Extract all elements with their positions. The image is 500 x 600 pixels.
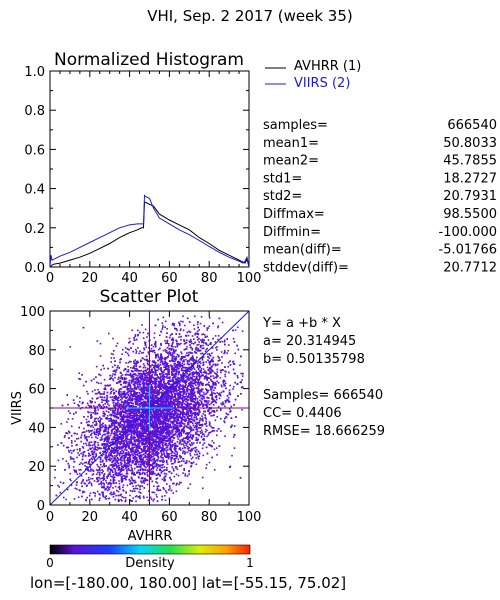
histogram-frame (49, 70, 250, 268)
histogram-stats: samples= 666540 mean1= 50.8033 mean2= 45.7855… (263, 118, 497, 275)
scatter-x-tick-label: 20 (82, 510, 99, 525)
legend-label-avhrr: AVHRR (1) (294, 59, 361, 74)
y-axis-label: VIIRS (10, 391, 25, 425)
scatter-x-tick-label: 60 (161, 510, 178, 525)
hist-series-avhrr (49, 201, 250, 268)
colorbar-min-label: 0 (46, 556, 54, 570)
stat-label: Diffmax= (263, 207, 325, 222)
scatter-y-tick-label: 60 (28, 383, 45, 398)
hist-y-tick-label: 0.6 (24, 143, 45, 158)
scatter-x-tick-label: 0 (46, 510, 54, 525)
fit-slope: b= 0.50135798 (263, 352, 365, 367)
stat-value: 18.2727 (443, 171, 497, 186)
lon-lat-range: lon=[-180.00, 180.00] lat=[-55.15, 75.02… (30, 574, 346, 592)
stat-value: 20.7712 (443, 260, 497, 275)
hist-y-tick-label: 0.0 (24, 261, 45, 276)
hist-x-tick-label: 60 (161, 271, 178, 286)
hist-x-tick-label: 80 (201, 271, 218, 286)
stat-value: -5.01766 (439, 243, 497, 258)
scatter-x-tick-label: 80 (201, 510, 218, 525)
correlation-coefficient: CC= 0.4406 (263, 406, 342, 421)
hist-x-tick-label: 0 (46, 271, 54, 286)
scatter-y-tick-label: 20 (28, 460, 45, 475)
scatter-y-tick-label: 40 (28, 421, 45, 436)
colorbar-max-label: 1 (246, 556, 254, 570)
histogram-title: Normalized Histogram (54, 50, 244, 70)
scatter-x-tick-label: 40 (121, 510, 138, 525)
stat-value: 45.7855 (443, 154, 497, 169)
rmse-value: RMSE= 18.666259 (263, 424, 385, 439)
stat-label: std1= (263, 171, 302, 186)
scatter-y-tick-label: 100 (20, 305, 45, 320)
stat-label: samples= (263, 118, 328, 133)
legend-label-viirs: VIIRS (2) (294, 76, 350, 91)
hist-series-viirs (49, 194, 250, 268)
stat-value: 98.5500 (443, 207, 497, 222)
scatter-y-tick-label: 80 (28, 344, 45, 359)
hist-y-tick-label: 1.0 (24, 65, 45, 80)
sample-count: Samples= 666540 (263, 388, 383, 403)
density-colorbar: 0 Density 1 (46, 544, 254, 571)
stat-label: Diffmin= (263, 225, 321, 240)
stat-label: mean2= (263, 154, 319, 169)
stat-label: mean1= (263, 136, 319, 151)
scatter-x-tick-label: 100 (237, 510, 262, 525)
hist-x-tick-label: 40 (121, 271, 138, 286)
figure-title: VHI, Sep. 2 2017 (week 35) (147, 7, 353, 25)
hist-x-tick-label: 20 (82, 271, 99, 286)
stat-label: stddev(diff)= (263, 260, 349, 275)
hist-x-tick-label: 100 (237, 271, 262, 286)
fit-intercept: a= 20.314945 (263, 334, 356, 349)
stat-label: mean(diff)= (263, 243, 342, 258)
scatter-y-tick-label: 0 (37, 499, 45, 514)
scatter-panel: Scatter Plot 0 20 40 60 80 100 0 20 40 60 80 100 AV… (10, 287, 261, 544)
stat-value: -100.000 (439, 225, 497, 240)
colorbar-gradient (49, 544, 251, 555)
scatter-stats: Y= a +b * X a= 20.314945 b= 0.50135798 S… (262, 316, 385, 439)
scatter-title: Scatter Plot (100, 287, 199, 307)
colorbar-title: Density (125, 556, 175, 571)
hist-y-tick-label: 0.2 (24, 222, 45, 237)
stat-label: std2= (263, 189, 302, 204)
fit-equation: Y= a +b * X (262, 316, 341, 331)
stat-value: 666540 (447, 118, 497, 133)
stat-value: 50.8033 (443, 136, 497, 151)
x-axis-label: AVHRR (128, 529, 173, 544)
stat-value: 20.7931 (443, 189, 497, 204)
hist-y-tick-label: 0.8 (24, 104, 45, 119)
hist-y-tick-label: 0.4 (24, 183, 45, 198)
histogram-panel: Normalized Histogram 0 20 40 60 80 100 0.0 0.2 0… (24, 50, 361, 286)
